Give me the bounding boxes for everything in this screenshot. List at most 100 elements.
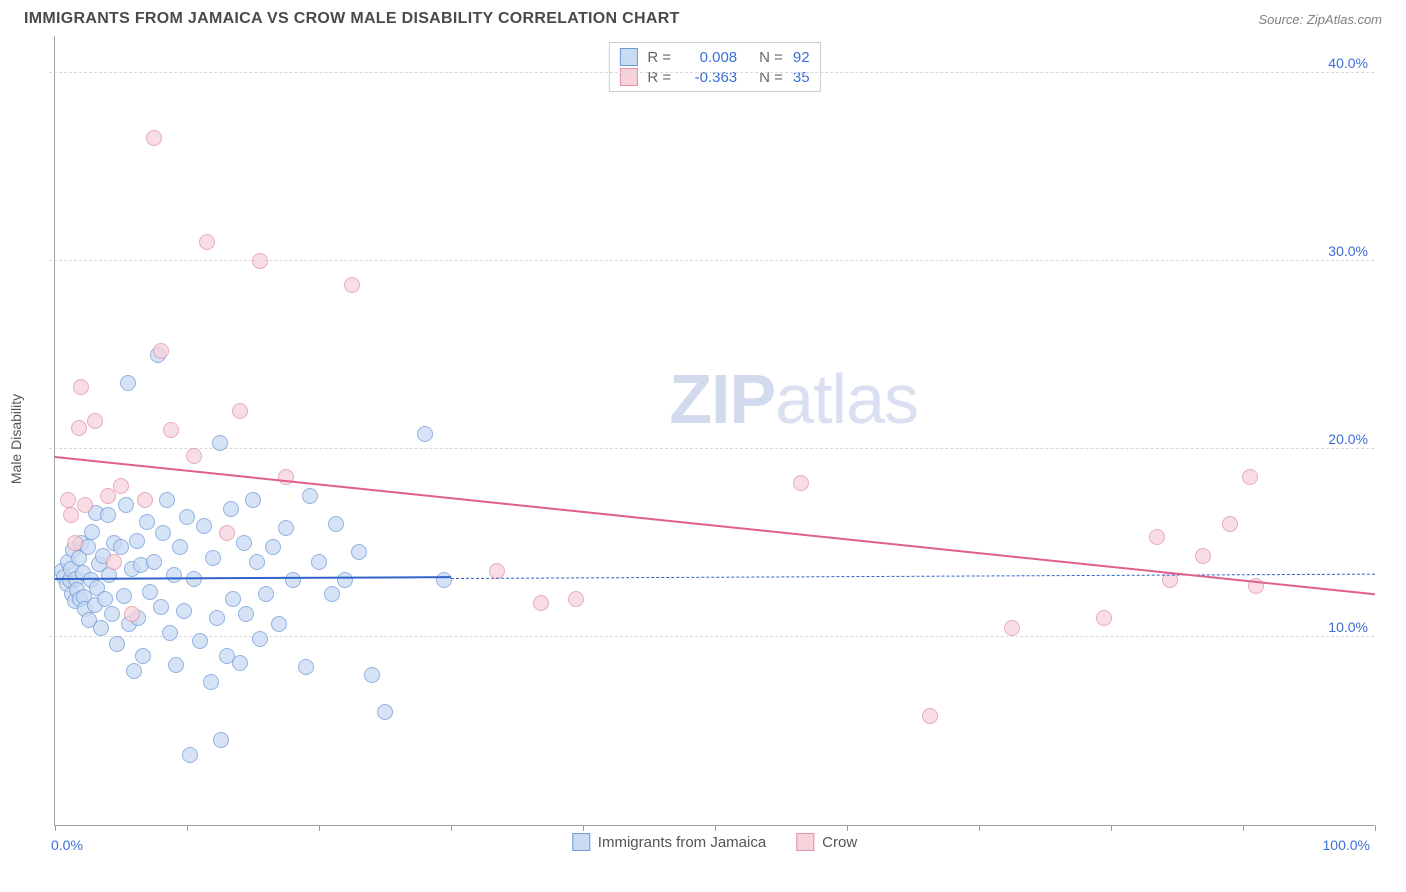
scatter-point-crow (87, 413, 103, 429)
scatter-point-jamaica (159, 492, 175, 508)
x-tick (1375, 825, 1376, 831)
scatter-point-jamaica (205, 550, 221, 566)
n-label: N = (759, 49, 783, 66)
scatter-point-crow (1222, 516, 1238, 532)
legend-swatch (796, 833, 814, 851)
scatter-point-crow (1096, 610, 1112, 626)
y-axis-label: Male Disability (8, 394, 24, 484)
gridline-h: 10.0% (49, 636, 1374, 637)
scatter-point-jamaica (436, 572, 452, 588)
scatter-point-crow (1004, 620, 1020, 636)
scatter-point-crow (73, 379, 89, 395)
scatter-point-jamaica (135, 648, 151, 664)
scatter-point-jamaica (311, 554, 327, 570)
scatter-point-jamaica (328, 516, 344, 532)
scatter-point-crow (146, 130, 162, 146)
scatter-point-jamaica (182, 747, 198, 763)
scatter-point-jamaica (209, 610, 225, 626)
scatter-point-crow (232, 403, 248, 419)
legend-label: Immigrants from Jamaica (598, 834, 766, 851)
legend-stats-row: R =0.008N =92 (619, 47, 809, 67)
scatter-point-jamaica (258, 586, 274, 602)
scatter-point-jamaica (324, 586, 340, 602)
scatter-point-crow (1242, 469, 1258, 485)
scatter-point-jamaica (298, 659, 314, 675)
x-tick (187, 825, 188, 831)
scatter-point-jamaica (302, 488, 318, 504)
scatter-point-jamaica (271, 616, 287, 632)
scatter-point-jamaica (176, 603, 192, 619)
scatter-point-jamaica (120, 375, 136, 391)
scatter-point-crow (199, 234, 215, 250)
scatter-point-crow (793, 475, 809, 491)
scatter-point-jamaica (179, 509, 195, 525)
scatter-point-jamaica (129, 533, 145, 549)
scatter-point-crow (137, 492, 153, 508)
x-tick (583, 825, 584, 831)
x-tick (55, 825, 56, 831)
source-label: Source: ZipAtlas.com (1258, 12, 1382, 27)
x-tick (451, 825, 452, 831)
scatter-point-jamaica (249, 554, 265, 570)
legend-item: Crow (796, 833, 857, 851)
scatter-point-jamaica (232, 655, 248, 671)
scatter-point-crow (1149, 529, 1165, 545)
scatter-point-jamaica (377, 704, 393, 720)
scatter-point-jamaica (139, 514, 155, 530)
scatter-point-jamaica (212, 435, 228, 451)
scatter-point-crow (113, 478, 129, 494)
gridline-h: 20.0% (49, 448, 1374, 449)
scatter-point-jamaica (223, 501, 239, 517)
y-tick-label: 10.0% (1328, 619, 1368, 635)
scatter-point-jamaica (97, 591, 113, 607)
scatter-point-jamaica (285, 572, 301, 588)
scatter-point-crow (124, 606, 140, 622)
scatter-point-crow (568, 591, 584, 607)
scatter-point-jamaica (236, 535, 252, 551)
x-tick (979, 825, 980, 831)
legend-item: Immigrants from Jamaica (572, 833, 766, 851)
scatter-point-jamaica (364, 667, 380, 683)
x-tick (1111, 825, 1112, 831)
scatter-point-jamaica (417, 426, 433, 442)
scatter-point-jamaica (116, 588, 132, 604)
scatter-point-jamaica (155, 525, 171, 541)
scatter-point-jamaica (278, 520, 294, 536)
scatter-point-crow (71, 420, 87, 436)
y-tick-label: 40.0% (1328, 55, 1368, 71)
scatter-point-crow (1195, 548, 1211, 564)
scatter-point-jamaica (118, 497, 134, 513)
scatter-point-jamaica (104, 606, 120, 622)
scatter-point-jamaica (265, 539, 281, 555)
scatter-point-jamaica (238, 606, 254, 622)
scatter-point-crow (106, 554, 122, 570)
x-tick (715, 825, 716, 831)
legend-stats-box: R =0.008N =92R =-0.363N =35 (608, 42, 820, 92)
gridline-h: 40.0% (49, 72, 1374, 73)
scatter-point-jamaica (337, 572, 353, 588)
x-tick (847, 825, 848, 831)
scatter-point-crow (252, 253, 268, 269)
scatter-point-jamaica (252, 631, 268, 647)
scatter-point-crow (63, 507, 79, 523)
scatter-point-jamaica (100, 507, 116, 523)
n-value: 92 (793, 49, 810, 66)
scatter-point-crow (219, 525, 235, 541)
scatter-point-jamaica (126, 663, 142, 679)
legend-label: Crow (822, 834, 857, 851)
scatter-point-crow (60, 492, 76, 508)
scatter-point-crow (344, 277, 360, 293)
scatter-point-jamaica (109, 636, 125, 652)
gridline-h: 30.0% (49, 260, 1374, 261)
scatter-point-jamaica (153, 599, 169, 615)
legend-stats-row: R =-0.363N =35 (619, 67, 809, 87)
y-tick-label: 30.0% (1328, 243, 1368, 259)
chart-title: IMMIGRANTS FROM JAMAICA VS CROW MALE DIS… (24, 10, 680, 28)
scatter-point-jamaica (146, 554, 162, 570)
scatter-point-jamaica (172, 539, 188, 555)
scatter-point-jamaica (168, 657, 184, 673)
legend-swatch (572, 833, 590, 851)
scatter-point-jamaica (213, 732, 229, 748)
r-label: R = (647, 49, 671, 66)
x-tick (1243, 825, 1244, 831)
